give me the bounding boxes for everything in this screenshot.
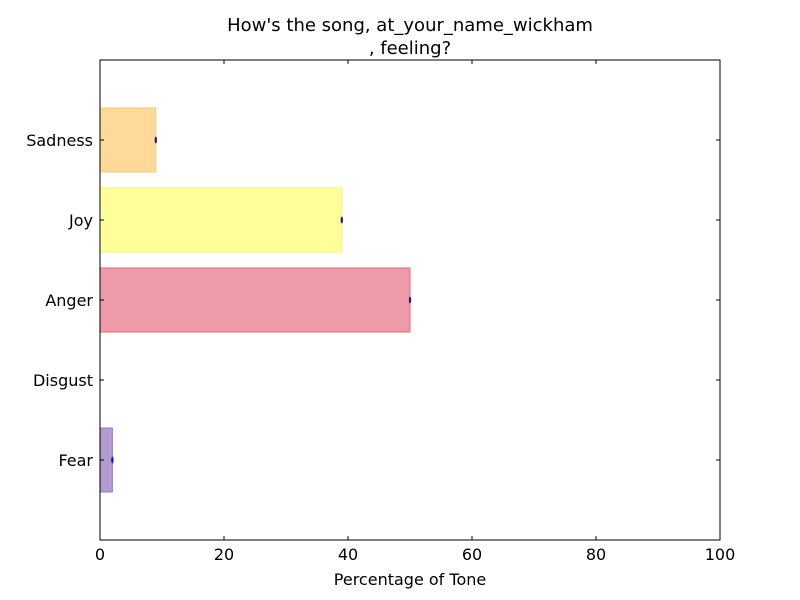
bar-end-marker-fear [111,456,114,464]
bar-end-marker-joy [340,216,343,224]
chart-title-line-1: How's the song, at_your_name_wickham [227,15,593,36]
plot-area-frame [99,59,721,541]
bar-joy [99,187,343,253]
y-tick-label-disgust: Disgust [33,371,93,390]
y-tick-label-anger: Anger [45,291,93,310]
x-tick-label-100: 100 [705,545,736,564]
bar-anger [99,267,411,333]
x-tick-label-40: 40 [338,545,358,564]
bar-end-marker-sadness [154,136,157,144]
x-tick-label-20: 20 [214,545,234,564]
y-tick-label-fear: Fear [58,451,93,470]
bar-sadness [99,107,157,173]
x-tick-label-60: 60 [462,545,482,564]
bar-end-marker-anger [408,296,412,304]
y-tick-label-joy: Joy [68,211,93,230]
chart-title-line-2: , feeling? [369,38,451,59]
y-tick-label-sadness: Sadness [26,131,93,150]
ticks-group: Fear Disgust Anger Joy Sadness 0 20 40 60 80 100 [26,60,735,564]
x-tick-label-80: 80 [586,545,606,564]
bars-group [99,107,412,493]
x-axis-label: Percentage of Tone [334,570,486,589]
x-tick-label-0: 0 [95,545,105,564]
